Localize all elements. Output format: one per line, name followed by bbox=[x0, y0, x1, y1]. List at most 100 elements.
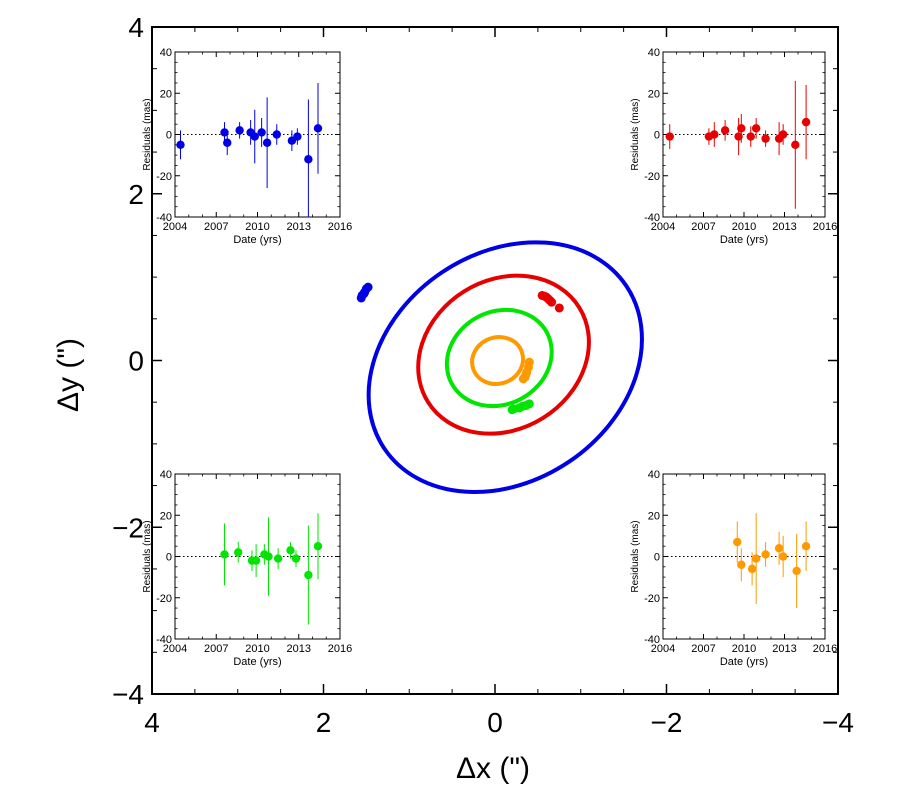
inset-x-tick-label: 2013 bbox=[772, 221, 796, 233]
inset-data-point bbox=[304, 570, 313, 580]
orbit-point-blue bbox=[363, 282, 373, 292]
inset-data-point bbox=[262, 138, 272, 147]
inset-y-tick-label: 40 bbox=[160, 469, 172, 481]
main-x-tick-label: −4 bbox=[822, 707, 854, 738]
inset-y-tick-label: 20 bbox=[160, 88, 172, 100]
inset-y-tick-label: -40 bbox=[644, 634, 660, 646]
inset-x-tick-label: 2004 bbox=[163, 221, 187, 233]
inset-data-point bbox=[751, 554, 761, 563]
inset-y-tick-label: -20 bbox=[644, 593, 660, 605]
inset-x-axis-label: Date (yrs) bbox=[720, 234, 768, 246]
main-y-tick-label: 2 bbox=[128, 179, 144, 210]
inset-data-point bbox=[235, 126, 244, 135]
inset-y-tick-label: 20 bbox=[160, 510, 172, 522]
main-y-axis-label: Δy (") bbox=[52, 338, 85, 412]
inset-y-axis-label: Residuals (mas) bbox=[142, 98, 153, 170]
inset-data-point bbox=[313, 124, 323, 133]
inset-y-tick-label: -20 bbox=[156, 171, 172, 183]
main-y-tick-label: −2 bbox=[112, 512, 144, 543]
inset-data-point bbox=[176, 140, 185, 150]
inset-data-point bbox=[264, 552, 273, 561]
inset-y-tick-label: 40 bbox=[160, 47, 172, 59]
inset-data-point bbox=[250, 132, 259, 141]
inset-y-axis-label: Residuals (mas) bbox=[142, 520, 153, 592]
inset-data-point bbox=[734, 132, 743, 141]
inset-y-tick-label: 40 bbox=[648, 469, 660, 481]
inset-y-tick-label: 0 bbox=[166, 130, 172, 142]
inset-x-tick-label: 2016 bbox=[813, 221, 837, 233]
inset-data-point bbox=[286, 546, 295, 555]
inset-panels: 2004 2007 2010 2013 2016 -40 -20 0 20 40 Date (yrs… bbox=[142, 47, 837, 668]
inset-data-point bbox=[792, 566, 801, 576]
orbit-point-green bbox=[524, 399, 534, 409]
main-x-tick-label: 0 bbox=[487, 707, 503, 738]
inset-y-tick-label: -40 bbox=[156, 212, 172, 224]
main-x-axis-label: Δx (") bbox=[456, 752, 530, 785]
inset-data-point bbox=[778, 130, 788, 139]
inset-x-tick-label: 2016 bbox=[328, 221, 352, 233]
inset-x-axis-label: Date (yrs) bbox=[233, 656, 281, 668]
inset-data-point bbox=[761, 550, 770, 559]
main-y-tick-label: 0 bbox=[128, 346, 144, 377]
inset-data-point bbox=[313, 541, 323, 551]
orbit-red bbox=[416, 273, 591, 436]
inset-data-point bbox=[257, 128, 266, 137]
inset-y-tick-label: -40 bbox=[644, 212, 660, 224]
inset-data-point bbox=[223, 138, 232, 147]
main-y-tick-label: −4 bbox=[112, 679, 144, 710]
inset-x-tick-label: 2013 bbox=[287, 221, 311, 233]
inset-x-tick-label: 2016 bbox=[813, 643, 837, 655]
inset-data-point bbox=[220, 128, 229, 137]
inset-x-tick-label: 2010 bbox=[245, 221, 269, 233]
orbit-point-green bbox=[507, 405, 517, 415]
orbit-orange bbox=[470, 335, 526, 386]
orbit-point-orange bbox=[521, 370, 531, 380]
inset-data-point bbox=[293, 132, 302, 141]
inset-data-point bbox=[774, 544, 784, 553]
inset-data-point bbox=[720, 126, 730, 135]
main-x-tick-label: −2 bbox=[651, 707, 683, 738]
main-plot: 4 2 0 −2 −4 −4 −2 0 2 4 bbox=[112, 12, 854, 738]
inset-data-point bbox=[791, 140, 800, 150]
inset-data-point bbox=[291, 554, 301, 563]
inset-y-tick-label: 0 bbox=[654, 552, 660, 564]
inset-x-tick-label: 2007 bbox=[204, 643, 228, 655]
inset-x-tick-label: 2007 bbox=[204, 221, 228, 233]
inset-x-axis-label: Date (yrs) bbox=[233, 234, 281, 246]
inset-x-tick-label: 2007 bbox=[691, 221, 715, 233]
inset-bottom-left: 2004 2007 2010 2013 2016 -40 -20 0 20 40 Date (yrs… bbox=[142, 469, 352, 668]
inset-y-tick-label: -20 bbox=[156, 593, 172, 605]
orbit-green bbox=[444, 307, 554, 409]
inset-bottom-right: 2004 2007 2010 2013 2016 -40 -20 0 20 40 Date (yrs… bbox=[630, 469, 837, 668]
inset-data-point bbox=[665, 132, 674, 141]
inset-y-tick-label: 40 bbox=[648, 47, 660, 59]
inset-x-tick-label: 2004 bbox=[651, 643, 675, 655]
inset-data-point bbox=[737, 560, 746, 569]
inset-y-tick-label: 20 bbox=[648, 88, 660, 100]
inset-data-point bbox=[710, 130, 719, 139]
inset-data-point bbox=[220, 550, 229, 559]
inset-top-right: 2004 2007 2010 2013 2016 -40 -20 0 20 40 Date (yrs… bbox=[630, 47, 837, 246]
inset-data-point bbox=[761, 134, 770, 143]
orbit-blue bbox=[366, 240, 644, 495]
inset-data-point bbox=[751, 124, 761, 133]
inset-x-tick-label: 2010 bbox=[732, 643, 756, 655]
main-x-tick-label: 4 bbox=[144, 707, 160, 738]
inset-y-axis-label: Residuals (mas) bbox=[630, 98, 641, 170]
inset-y-tick-label: 20 bbox=[648, 510, 660, 522]
inset-y-tick-label: -20 bbox=[644, 171, 660, 183]
orbit-point-red bbox=[547, 297, 557, 307]
inset-x-tick-label: 2010 bbox=[245, 643, 269, 655]
inset-data-point bbox=[273, 554, 283, 563]
inset-data-point bbox=[304, 155, 313, 164]
inset-data-point bbox=[747, 564, 757, 574]
inset-data-point bbox=[737, 124, 746, 133]
inset-top-left: 2004 2007 2010 2013 2016 -40 -20 0 20 40 Date (yrs… bbox=[142, 47, 352, 246]
inset-data-point bbox=[234, 548, 243, 557]
inset-x-tick-label: 2004 bbox=[163, 643, 187, 655]
inset-data-point bbox=[801, 541, 811, 551]
inset-x-tick-label: 2013 bbox=[287, 643, 311, 655]
main-y-tick-label: 4 bbox=[128, 12, 144, 43]
inset-data-point bbox=[746, 132, 755, 141]
